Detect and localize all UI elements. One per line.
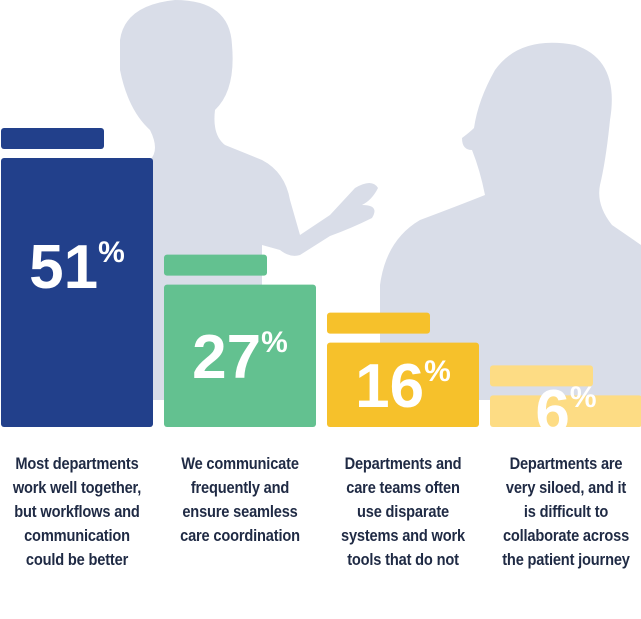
bar-cap-4	[490, 365, 593, 387]
value-number-3: 16	[355, 352, 424, 421]
bar-1	[1, 158, 153, 427]
percent-sign-4: %	[570, 381, 597, 414]
value-label-4: 6%	[535, 378, 596, 447]
bar-4	[490, 395, 641, 427]
value-number-1: 51	[29, 233, 98, 302]
bar-cap-2	[164, 254, 267, 276]
bar-2	[164, 284, 316, 427]
bar-cap-1	[1, 128, 104, 149]
value-label-1: 51%	[29, 233, 125, 302]
value-number-2: 27	[192, 323, 261, 392]
category-label-1: Most departments work well together, but…	[12, 454, 142, 569]
category-label-2: We communicate frequently and ensure sea…	[180, 454, 300, 545]
value-number-4: 6	[535, 378, 569, 447]
right-person-silhouette	[380, 42, 641, 401]
value-label-3: 16%	[355, 352, 451, 421]
value-label-2: 27%	[192, 323, 288, 392]
category-label-3: Departments and care teams often use dis…	[340, 454, 466, 569]
category-label-4: Departments are very siloed, and it is d…	[502, 454, 630, 569]
bar-group: 51%27%16%6%	[1, 128, 641, 447]
bar-cap-3	[327, 312, 430, 334]
bar-3	[327, 342, 479, 427]
percent-sign-1: %	[98, 236, 125, 269]
percent-sign-2: %	[261, 326, 288, 359]
percent-sign-3: %	[424, 355, 451, 388]
